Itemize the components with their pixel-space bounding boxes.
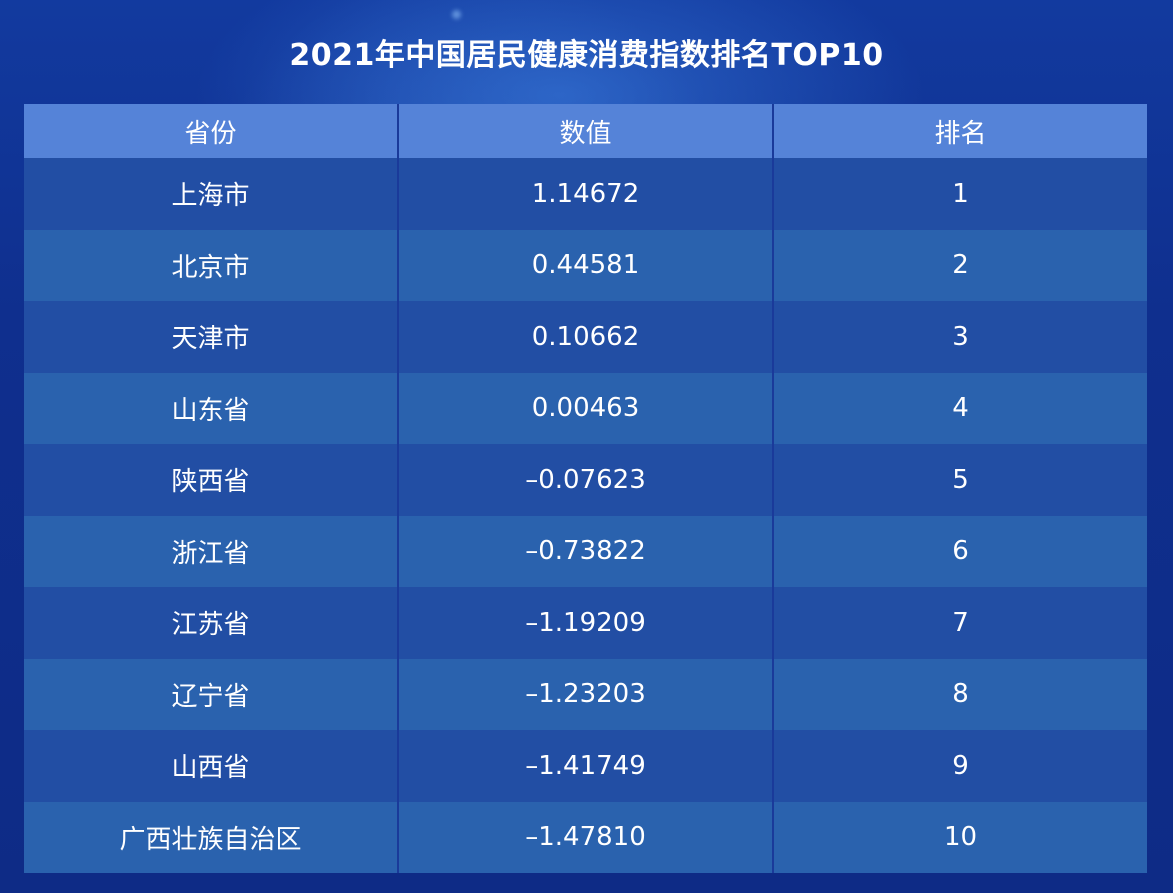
cell-province: 北京市 (24, 229, 398, 301)
cell-value: –0.73822 (397, 515, 773, 587)
cell-value: 0.00463 (397, 372, 773, 444)
table-row: 天津市 0.10662 3 (24, 301, 1147, 373)
cell-province: 陕西省 (24, 444, 398, 516)
cell-rank: 2 (772, 229, 1147, 301)
cell-province: 山东省 (24, 372, 398, 444)
table-row: 浙江省 –0.73822 6 (24, 515, 1147, 587)
cell-rank: 3 (772, 301, 1147, 373)
table-row: 北京市 0.44581 2 (24, 229, 1147, 301)
cell-value: 1.14672 (397, 158, 773, 230)
cell-rank: 9 (772, 730, 1147, 802)
table-row: 山西省 –1.41749 9 (24, 730, 1147, 802)
cell-rank: 10 (772, 801, 1147, 873)
column-header-rank: 排名 (772, 104, 1147, 158)
cell-value: 0.10662 (397, 301, 773, 373)
cell-rank: 5 (772, 444, 1147, 516)
background-glow-dot (452, 10, 461, 19)
cell-province: 辽宁省 (24, 658, 398, 730)
cell-value: –1.41749 (397, 730, 773, 802)
cell-province: 广西壮族自治区 (24, 801, 398, 873)
column-header-province: 省份 (24, 104, 398, 158)
cell-value: –1.19209 (397, 587, 773, 659)
cell-rank: 7 (772, 587, 1147, 659)
table-row: 山东省 0.00463 4 (24, 372, 1147, 444)
cell-rank: 4 (772, 372, 1147, 444)
column-header-value: 数值 (397, 104, 773, 158)
cell-province: 山西省 (24, 730, 398, 802)
cell-province: 上海市 (24, 158, 398, 230)
cell-rank: 6 (772, 515, 1147, 587)
cell-province: 江苏省 (24, 587, 398, 659)
cell-value: –1.47810 (397, 801, 773, 873)
ranking-table: 省份 数值 排名 上海市 1.14672 1 北京市 0.44581 2 天津市… (24, 104, 1147, 873)
table-row: 江苏省 –1.19209 7 (24, 587, 1147, 659)
table-row: 陕西省 –0.07623 5 (24, 444, 1147, 516)
cell-province: 浙江省 (24, 515, 398, 587)
table-row: 上海市 1.14672 1 (24, 158, 1147, 230)
cell-value: 0.44581 (397, 229, 773, 301)
cell-rank: 8 (772, 658, 1147, 730)
table-row: 广西壮族自治区 –1.47810 10 (24, 801, 1147, 873)
cell-value: –1.23203 (397, 658, 773, 730)
ranking-table-container: 省份 数值 排名 上海市 1.14672 1 北京市 0.44581 2 天津市… (24, 104, 1147, 873)
table-row: 辽宁省 –1.23203 8 (24, 658, 1147, 730)
cell-province: 天津市 (24, 301, 398, 373)
background-glow-dot (590, 60, 595, 65)
table-header-row: 省份 数值 排名 (24, 104, 1147, 158)
cell-rank: 1 (772, 158, 1147, 230)
cell-value: –0.07623 (397, 444, 773, 516)
chart-title: 2021年中国居民健康消费指数排名TOP10 (289, 38, 884, 73)
